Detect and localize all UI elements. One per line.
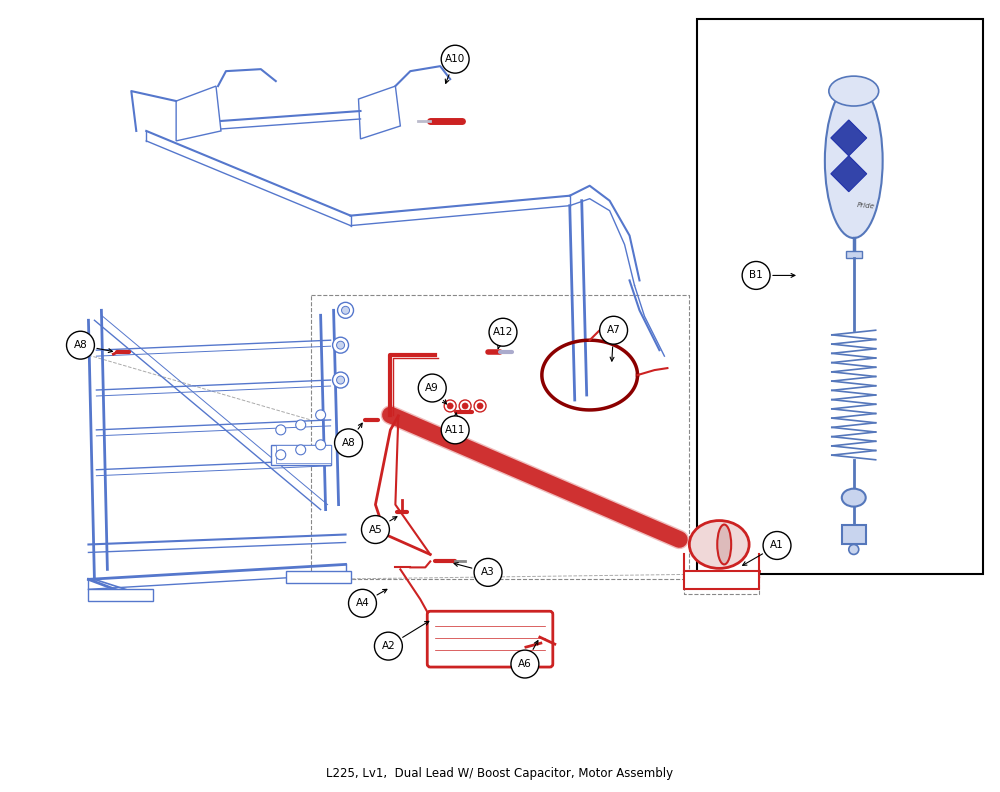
Text: B1: B1 bbox=[749, 270, 763, 280]
Circle shape bbox=[600, 316, 628, 345]
Circle shape bbox=[316, 410, 326, 420]
Circle shape bbox=[418, 374, 446, 402]
Text: A7: A7 bbox=[607, 326, 620, 335]
Circle shape bbox=[374, 632, 402, 660]
Text: L225, Lv1,  Dual Lead W/ Boost Capacitor, Motor Assembly: L225, Lv1, Dual Lead W/ Boost Capacitor,… bbox=[326, 767, 674, 780]
Circle shape bbox=[511, 650, 539, 678]
Ellipse shape bbox=[689, 520, 749, 569]
Text: Pride: Pride bbox=[857, 202, 875, 209]
Circle shape bbox=[474, 558, 502, 586]
Circle shape bbox=[441, 416, 469, 444]
Bar bbox=[842, 524, 866, 544]
Circle shape bbox=[342, 307, 350, 314]
Circle shape bbox=[489, 318, 517, 346]
Circle shape bbox=[337, 341, 345, 349]
Text: A8: A8 bbox=[74, 341, 87, 350]
Text: A5: A5 bbox=[369, 524, 382, 535]
Circle shape bbox=[477, 403, 483, 409]
Circle shape bbox=[333, 337, 349, 353]
Text: A11: A11 bbox=[445, 425, 465, 435]
Text: A4: A4 bbox=[356, 598, 369, 608]
Bar bbox=[846, 250, 862, 258]
Circle shape bbox=[742, 261, 770, 289]
Text: A10: A10 bbox=[445, 54, 465, 64]
Circle shape bbox=[459, 400, 471, 412]
Polygon shape bbox=[831, 156, 867, 192]
Circle shape bbox=[296, 420, 306, 430]
Circle shape bbox=[849, 544, 859, 554]
Circle shape bbox=[763, 531, 791, 559]
Bar bbox=[88, 589, 153, 601]
Circle shape bbox=[276, 450, 286, 460]
Text: A8: A8 bbox=[342, 438, 355, 447]
Ellipse shape bbox=[842, 489, 866, 507]
Text: A3: A3 bbox=[481, 567, 495, 577]
Bar bbox=[684, 571, 759, 589]
Circle shape bbox=[444, 400, 456, 412]
Circle shape bbox=[361, 516, 389, 543]
Circle shape bbox=[296, 445, 306, 455]
Circle shape bbox=[462, 403, 468, 409]
Text: A1: A1 bbox=[770, 540, 784, 550]
Circle shape bbox=[338, 303, 354, 318]
Bar bbox=[697, 19, 983, 574]
Circle shape bbox=[276, 425, 286, 435]
Circle shape bbox=[441, 45, 469, 73]
Circle shape bbox=[316, 440, 326, 450]
Bar bbox=[271, 445, 331, 465]
Circle shape bbox=[335, 429, 362, 457]
Polygon shape bbox=[831, 120, 867, 156]
Ellipse shape bbox=[829, 76, 879, 106]
Ellipse shape bbox=[717, 524, 731, 565]
Circle shape bbox=[349, 589, 376, 617]
Text: A2: A2 bbox=[382, 641, 395, 651]
Circle shape bbox=[474, 400, 486, 412]
Text: A6: A6 bbox=[518, 659, 532, 669]
Circle shape bbox=[333, 372, 349, 388]
Circle shape bbox=[337, 376, 345, 384]
Text: A12: A12 bbox=[493, 327, 513, 337]
Ellipse shape bbox=[825, 84, 883, 238]
Text: A9: A9 bbox=[425, 383, 439, 393]
FancyBboxPatch shape bbox=[427, 611, 553, 667]
Circle shape bbox=[67, 331, 94, 359]
Bar bbox=[276, 445, 331, 463]
Bar bbox=[286, 571, 351, 584]
Circle shape bbox=[447, 403, 453, 409]
